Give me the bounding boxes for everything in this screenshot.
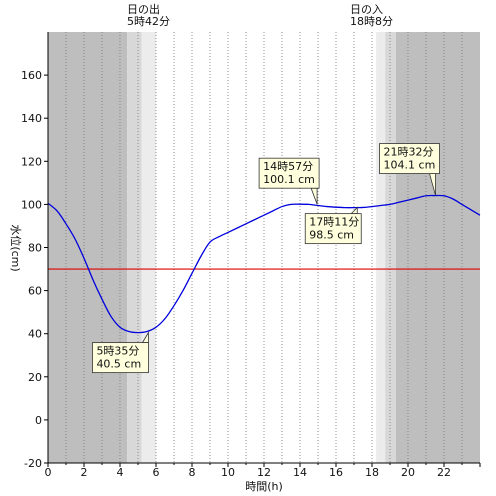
x-tick-label: 10 <box>221 466 235 479</box>
y-tick-label: 140 <box>21 112 42 125</box>
annotation-box <box>304 213 362 245</box>
annotation-box <box>258 157 320 189</box>
x-tick-label: 12 <box>257 466 271 479</box>
sunrise-label: 日の出 <box>127 2 160 16</box>
y-tick-label: 120 <box>21 155 42 168</box>
dusk-band <box>376 32 386 463</box>
annotation-box <box>379 143 440 174</box>
y-tick-label: 60 <box>28 285 42 298</box>
twilight-band-morning <box>127 32 142 463</box>
y-tick-label: 160 <box>21 69 42 82</box>
annotation-time: 5時35分 <box>96 345 139 358</box>
annotation-value: 104.1 cm <box>384 159 436 172</box>
x-tick-label: 20 <box>401 466 415 479</box>
sunset-time: 18時8分 <box>350 15 393 28</box>
y-axis-ticks: -20 0 20 40 60 80 100 120 140 160 <box>21 69 48 470</box>
sunrise-time: 5時42分 <box>127 15 170 28</box>
annotation-box <box>92 342 149 374</box>
x-tick-label: 14 <box>293 466 307 479</box>
annotation-value: 40.5 cm <box>96 358 141 371</box>
x-tick-label: 22 <box>437 466 451 479</box>
x-axis-ticks: 0 2 4 6 8 10 12 14 16 18 20 22 <box>45 463 481 479</box>
annotation-time: 17時11分 <box>309 216 359 229</box>
y-axis-label: 水位(cm) <box>9 224 23 271</box>
y-tick-label: 100 <box>21 198 42 211</box>
day-band <box>156 32 377 463</box>
series-layer <box>47 194 481 334</box>
annotation-time: 14時57分 <box>263 160 313 173</box>
y-tick-label: 40 <box>28 328 42 341</box>
y-tick-label: 20 <box>28 371 42 384</box>
x-tick-label: 2 <box>81 466 88 479</box>
annotation-value: 98.5 cm <box>309 229 354 242</box>
night-band-evening <box>395 32 480 463</box>
x-tick-label: 6 <box>153 466 160 479</box>
annotation-value: 100.1 cm <box>263 173 315 186</box>
twilight-band-evening <box>385 32 396 463</box>
x-tick-label: 16 <box>329 466 343 479</box>
y-tick-label: 0 <box>35 414 42 427</box>
annotation-time: 21時32分 <box>384 146 434 159</box>
dawn-band <box>141 32 156 463</box>
x-axis-label: 時間(h) <box>245 480 283 493</box>
y-tick-label: 80 <box>28 242 42 255</box>
x-tick-label: 18 <box>365 466 379 479</box>
night-band-morning <box>48 32 128 463</box>
x-tick-label: 4 <box>117 466 124 479</box>
y-tick-label: -20 <box>24 457 42 470</box>
sunset-label: 日の入 <box>350 3 383 16</box>
daylight-bands <box>48 32 480 463</box>
tide-level-line <box>47 194 481 334</box>
x-tick-label: 0 <box>45 466 52 479</box>
x-tick-label: 8 <box>189 466 196 479</box>
